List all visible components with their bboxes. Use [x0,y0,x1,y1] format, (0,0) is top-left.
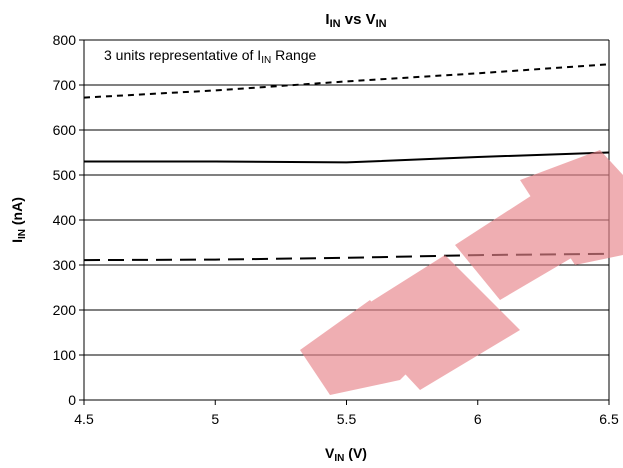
ylabel-main: I [9,239,25,243]
xlabel-sub: IN [334,453,344,464]
title-sub2: IN [376,18,387,30]
x-tick-label: 5 [211,411,219,427]
y-tick-label: 200 [53,302,77,318]
annotation-text: 3 units representative of I [104,47,261,63]
x-tick-label: 6 [474,411,482,427]
xlabel-main: V [325,445,335,461]
x-tick-label: 4.5 [74,411,94,427]
chart-title: IIN vs VIN [325,11,386,30]
series-line-solid [84,151,610,164]
annotation-sub: IN [261,55,271,66]
x-tick-label: 6.5 [599,411,619,427]
series-line-short-dash [83,63,610,99]
annotation-rest: Range [271,47,316,63]
annotation: 3 units representative of IIN Range [104,47,317,66]
title-mid: vs V [341,11,376,28]
y-axis-title: IIN (nA) [9,197,28,243]
title-sub1: IN [330,18,341,30]
x-axis-title: VIN (V) [325,445,367,464]
ylabel-sub: IN [17,229,28,239]
y-tick-label: 400 [53,212,77,228]
watermark-logo [300,150,623,395]
y-tick-label: 700 [53,77,77,93]
x-tick-label: 5.5 [337,411,357,427]
watermark-shape [300,300,420,395]
y-tick-label: 500 [53,167,77,183]
ylabel-rest: (nA) [9,197,25,229]
title-main: I [325,11,329,28]
y-tick-label: 600 [53,122,77,138]
watermark-shape [350,255,520,390]
y-tick-label: 0 [68,392,76,408]
y-tick-label: 800 [53,32,77,48]
y-tick-label: 100 [53,347,77,363]
xlabel-rest: (V) [344,445,367,461]
watermark-shape [520,150,623,265]
y-tick-label: 300 [53,257,77,273]
